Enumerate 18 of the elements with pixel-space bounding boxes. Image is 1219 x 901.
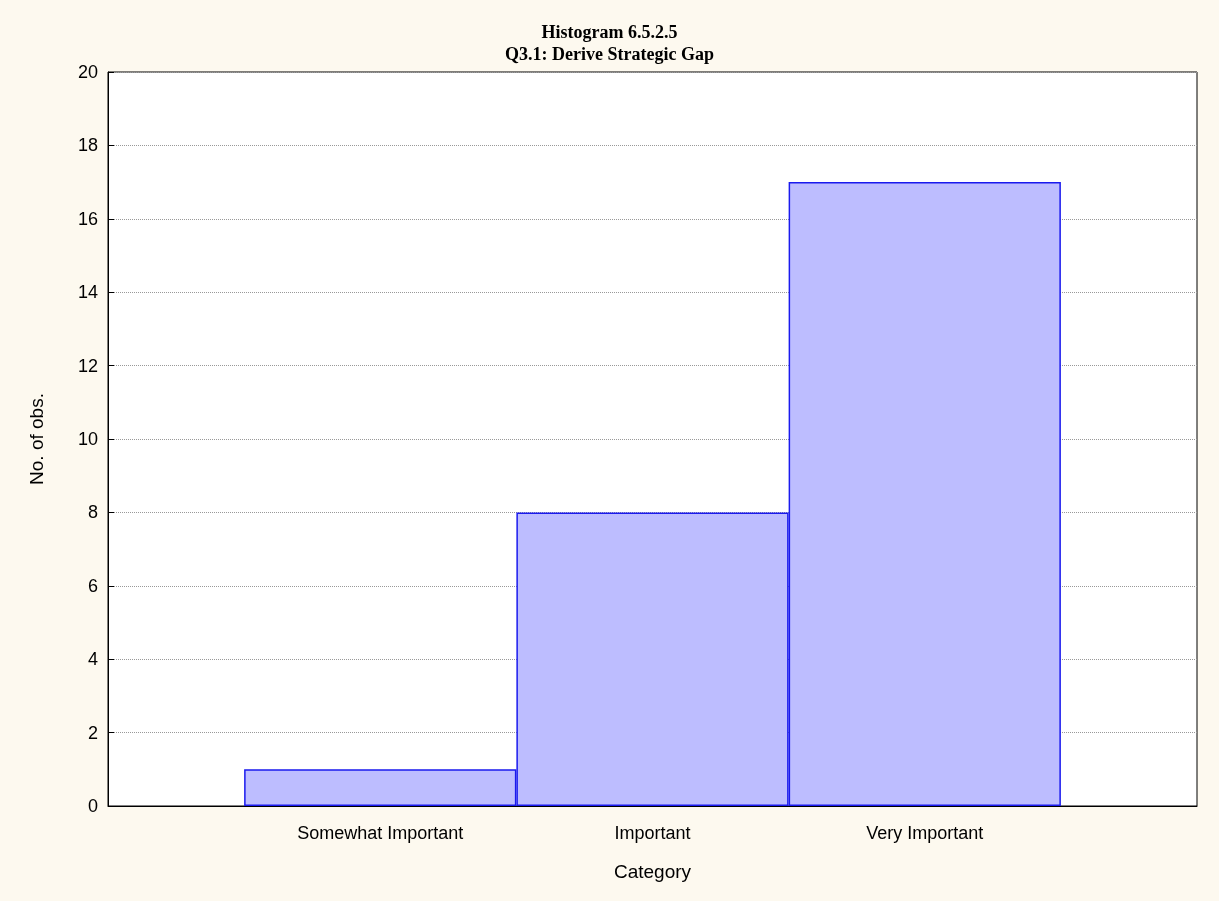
y-axis-title: No. of obs. — [26, 393, 47, 485]
x-tick-label: Very Important — [866, 823, 984, 843]
chart-subtitle: Q3.1: Derive Strategic Gap — [505, 44, 714, 64]
y-tick-label: 12 — [77, 355, 98, 376]
y-tick-label: 10 — [77, 429, 98, 449]
y-tick-label: 16 — [77, 208, 98, 229]
y-tick-label: 2 — [87, 722, 98, 743]
x-tick-label: Important — [614, 823, 691, 843]
y-tick-label: 14 — [77, 282, 98, 303]
y-tick-label: 20 — [77, 62, 98, 82]
y-tick-label: 4 — [87, 649, 98, 670]
y-tick-label: 18 — [77, 135, 98, 156]
y-tick-label: 0 — [87, 796, 98, 816]
x-axis-title: Category — [613, 861, 692, 882]
y-tick-label: 6 — [87, 575, 98, 596]
y-tick-label: 8 — [87, 502, 98, 523]
x-tick-label: Somewhat Important — [297, 823, 464, 843]
chart-title: Histogram 6.5.2.5 — [541, 22, 678, 42]
